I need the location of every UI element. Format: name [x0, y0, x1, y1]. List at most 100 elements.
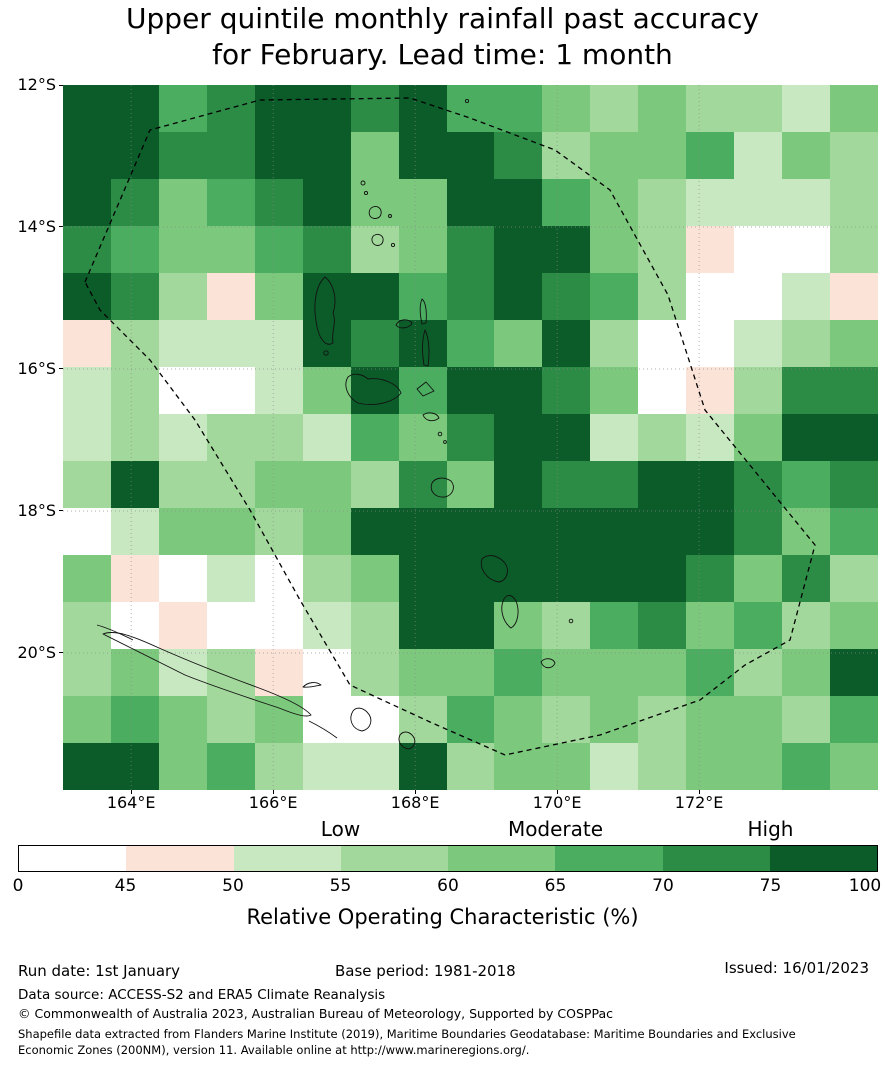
- y-axis-tick: [59, 652, 63, 654]
- heatmap-cell: [590, 132, 639, 179]
- y-axis-tick-label: 20°S: [17, 642, 56, 662]
- heatmap-cell: [302, 179, 351, 226]
- heatmap-cell: [542, 273, 591, 320]
- heatmap-cell: [542, 132, 591, 179]
- colorbar-tick-label: 100: [848, 876, 882, 896]
- heatmap-cell: [206, 696, 255, 743]
- heatmap-cell: [590, 85, 639, 132]
- heatmap-cell: [494, 602, 543, 649]
- heatmap-cell: [206, 461, 255, 508]
- heatmap-cell: [254, 461, 303, 508]
- heatmap-cell: [158, 461, 207, 508]
- shapefile-note: Shapefile data extracted from Flanders M…: [18, 1027, 796, 1058]
- heatmap-cell: [782, 273, 831, 320]
- heatmap-cell: [782, 461, 831, 508]
- heatmap-cell: [63, 602, 111, 649]
- y-axis-tick: [59, 510, 63, 512]
- heatmap-cell: [254, 743, 303, 790]
- heatmap-cell: [206, 649, 255, 696]
- heatmap-cell: [686, 226, 735, 273]
- heatmap-cell: [830, 414, 878, 461]
- heatmap-cell: [254, 414, 303, 461]
- colorbar-qualitative-label: Moderate: [507, 817, 604, 841]
- heatmap-cell: [782, 320, 831, 367]
- heatmap-cell: [254, 320, 303, 367]
- heatmap-cell: [734, 649, 783, 696]
- heatmap-cell: [206, 743, 255, 790]
- y-axis-tick-label: 12°S: [17, 75, 56, 94]
- heatmap-cell: [590, 508, 639, 555]
- heatmap-cell: [158, 649, 207, 696]
- x-axis-tick-label: 168°E: [390, 793, 440, 812]
- heatmap-cell: [686, 696, 735, 743]
- heatmap-cell: [830, 743, 878, 790]
- heatmap-cell: [638, 508, 687, 555]
- heatmap-cell: [686, 602, 735, 649]
- heatmap-cell: [494, 461, 543, 508]
- title-line-2: for February. Lead time: 1 month: [212, 38, 673, 72]
- heatmap-cell: [830, 132, 878, 179]
- heatmap-cell: [446, 555, 495, 602]
- heatmap-cell: [734, 273, 783, 320]
- heatmap-cell: [782, 602, 831, 649]
- heatmap-cell: [206, 602, 255, 649]
- heatmap-cell: [590, 414, 639, 461]
- heatmap-cell: [254, 508, 303, 555]
- heatmap-cell: [734, 461, 783, 508]
- heatmap-cell: [542, 649, 591, 696]
- heatmap-cell: [590, 649, 639, 696]
- heatmap-cell: [302, 743, 351, 790]
- colorbar-segment: [340, 846, 448, 871]
- heatmap-cell: [686, 273, 735, 320]
- heatmap-cell: [494, 649, 543, 696]
- heatmap-cell: [110, 555, 159, 602]
- colorbar-tick-label: 70: [652, 876, 674, 896]
- heatmap-cell: [206, 85, 255, 132]
- heatmap-cell: [542, 461, 591, 508]
- heatmap-cell: [638, 555, 687, 602]
- heatmap-grid: [63, 85, 878, 790]
- colorbar-axis-label: Relative Operating Characteristic (%): [246, 905, 639, 929]
- heatmap-cell: [158, 226, 207, 273]
- heatmap-cell: [398, 414, 447, 461]
- heatmap-cell: [638, 461, 687, 508]
- heatmap-cell: [302, 555, 351, 602]
- heatmap-cell: [638, 179, 687, 226]
- heatmap-cell: [734, 179, 783, 226]
- heatmap-cell: [686, 179, 735, 226]
- heatmap-cell: [350, 414, 399, 461]
- heatmap-cell: [638, 602, 687, 649]
- heatmap-cell: [398, 743, 447, 790]
- heatmap-cell: [63, 461, 111, 508]
- heatmap-cell: [302, 649, 351, 696]
- heatmap-cell: [542, 85, 591, 132]
- heatmap-cell: [158, 132, 207, 179]
- heatmap-cell: [830, 226, 878, 273]
- heatmap-cell: [590, 367, 639, 414]
- heatmap-cell: [830, 602, 878, 649]
- heatmap-cell: [110, 273, 159, 320]
- heatmap-cell: [302, 414, 351, 461]
- heatmap-cell: [63, 132, 111, 179]
- heatmap-cell: [158, 602, 207, 649]
- colorbar-segment: [233, 846, 341, 871]
- heatmap-cell: [110, 743, 159, 790]
- x-axis-tick-label: 170°E: [532, 793, 582, 812]
- heatmap-cell: [782, 226, 831, 273]
- heatmap-cell: [638, 649, 687, 696]
- heatmap-cell: [398, 132, 447, 179]
- heatmap-cell: [254, 367, 303, 414]
- heatmap-cell: [63, 273, 111, 320]
- heatmap-cell: [446, 273, 495, 320]
- heatmap-cell: [398, 179, 447, 226]
- colorbar-qualitative-label: High: [747, 817, 794, 841]
- heatmap-cell: [542, 179, 591, 226]
- heatmap-cell: [110, 226, 159, 273]
- y-axis-tick-label: 16°S: [17, 358, 56, 378]
- heatmap-cell: [686, 508, 735, 555]
- run-date: Run date: 1st January: [18, 962, 181, 980]
- heatmap-cell: [446, 743, 495, 790]
- heatmap-cell: [158, 696, 207, 743]
- heatmap-cell: [302, 602, 351, 649]
- heatmap-cell: [782, 743, 831, 790]
